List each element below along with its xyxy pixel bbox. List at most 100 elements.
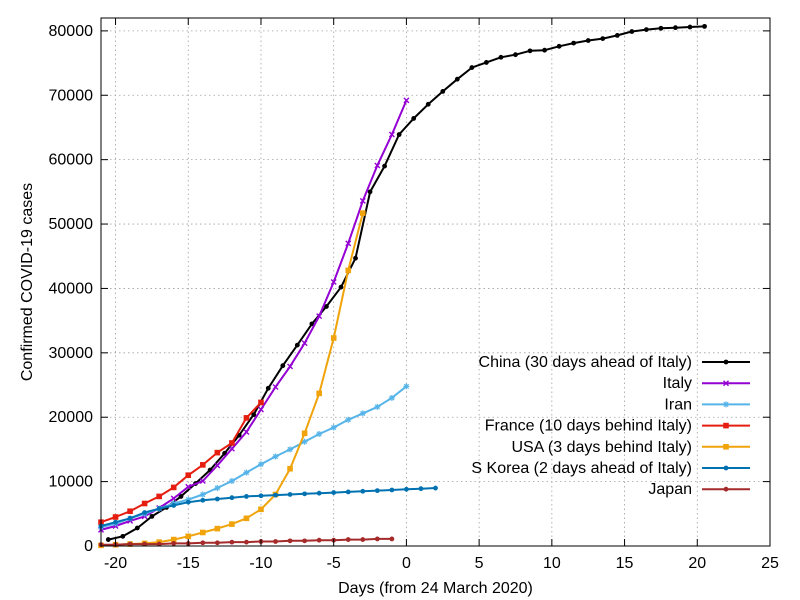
data-point-china — [469, 65, 475, 70]
series-line-china — [108, 25, 705, 541]
data-point-china — [367, 189, 373, 195]
data-point-italy — [403, 97, 410, 104]
data-point-s-korea — [229, 495, 235, 501]
legend-marker-s-korea — [723, 465, 729, 471]
data-point-italy — [301, 340, 308, 347]
data-point-china — [600, 36, 606, 42]
x-tick-label: 0 — [402, 555, 411, 572]
data-point-iran — [228, 477, 235, 484]
data-point-italy-stroke — [345, 240, 352, 247]
data-point-japan — [171, 541, 177, 546]
data-point-iran — [345, 416, 352, 423]
data-point-france — [243, 415, 250, 421]
data-point-italy-stroke — [301, 340, 308, 347]
data-point-italy-stroke — [330, 279, 337, 285]
data-point-iran-stroke — [272, 453, 279, 460]
data-point-s-korea — [287, 492, 293, 497]
data-point-italy-stroke — [170, 495, 177, 502]
legend-marker-italy — [723, 380, 729, 387]
data-point-china — [105, 537, 111, 542]
data-point-italy-stroke — [403, 97, 410, 104]
data-point-japan — [142, 541, 148, 547]
data-point-italy-stroke — [185, 483, 192, 490]
data-point-japan — [374, 536, 380, 542]
data-point-china — [396, 132, 402, 137]
data-point-iran — [388, 394, 395, 401]
data-point-s-korea — [389, 487, 395, 493]
series-line-s-korea — [100, 487, 436, 527]
data-point-iran-stroke — [374, 404, 380, 410]
data-point-japan — [200, 540, 206, 546]
data-point-italy — [214, 462, 221, 469]
data-point-china — [265, 385, 271, 391]
data-point-usa — [243, 515, 250, 522]
x-tick-label: -10 — [249, 555, 272, 572]
data-point-iran-stroke — [389, 395, 395, 401]
data-point-italy — [388, 131, 395, 138]
data-point-italy — [228, 445, 235, 452]
legend-label-usa: USA (3 days behind Italy) — [511, 439, 692, 456]
legend-marker-china — [723, 359, 729, 365]
series-iran — [98, 383, 410, 531]
data-point-france — [200, 462, 206, 468]
series-france — [98, 399, 264, 525]
axis-ticks: -20 -15 -10 -5 0 5 10 15 20 25 0 10000 20000 30000 400… — [49, 18, 779, 572]
data-point-s-korea — [258, 493, 264, 499]
data-point-s-korea — [156, 506, 162, 512]
x-tick-label: 15 — [616, 555, 634, 572]
data-point-japan — [156, 541, 162, 547]
data-point-china — [643, 27, 649, 32]
data-point-iran-stroke — [214, 485, 220, 491]
legend-label-china: China (30 days ahead of Italy) — [479, 354, 692, 371]
data-point-iran-stroke — [301, 439, 308, 445]
data-point-italy — [316, 313, 323, 320]
data-point-china — [673, 25, 678, 31]
data-point-japan — [214, 540, 220, 546]
data-point-s-korea — [360, 488, 366, 494]
data-point-s-korea — [302, 491, 308, 497]
legend-marker-italy-stroke — [723, 380, 729, 387]
data-point-china — [513, 52, 518, 58]
data-point-s-korea — [418, 486, 424, 492]
data-point-iran-stroke — [316, 431, 322, 437]
data-point-italy — [185, 483, 192, 490]
data-point-france — [141, 500, 148, 507]
data-point-usa — [330, 335, 337, 341]
data-point-italy — [374, 162, 381, 169]
data-point-japan — [389, 536, 395, 542]
data-point-italy — [272, 383, 279, 390]
data-point-italy-stroke — [316, 313, 323, 320]
legend-label-france: France (10 days behind Italy) — [485, 418, 692, 435]
data-point-italy — [243, 429, 250, 436]
legend-label-iran: Iran — [664, 396, 692, 413]
data-point-s-korea — [185, 499, 191, 505]
data-point-s-korea — [374, 488, 380, 494]
data-point-italy-stroke — [359, 197, 366, 204]
data-point-s-korea — [127, 515, 133, 521]
data-point-italy-stroke — [228, 445, 235, 452]
data-point-usa — [301, 430, 308, 437]
data-point-italy-stroke — [388, 131, 395, 138]
data-point-france — [214, 449, 221, 456]
data-point-france — [258, 399, 264, 406]
legend-label-s-korea: S Korea (2 days ahead of Italy) — [471, 460, 692, 477]
x-tick-label: -5 — [327, 555, 341, 572]
data-point-iran-stroke — [360, 410, 366, 416]
data-point-italy-stroke — [374, 162, 381, 169]
y-tick-label: 40000 — [49, 280, 94, 297]
legend-marker-iran — [723, 401, 729, 408]
y-tick-label: 30000 — [49, 345, 94, 362]
data-point-iran-stroke — [345, 417, 351, 423]
data-point-s-korea — [113, 519, 118, 525]
x-tick-label: -15 — [177, 555, 200, 572]
data-point-china — [614, 32, 620, 38]
data-point-france — [156, 493, 162, 500]
data-point-iran — [316, 430, 323, 437]
y-tick-label: 70000 — [49, 87, 94, 104]
data-point-italy — [287, 363, 294, 370]
data-point-china — [556, 43, 562, 49]
data-point-iran-stroke — [287, 446, 293, 453]
data-point-usa — [170, 536, 177, 543]
data-point-china — [542, 47, 547, 53]
